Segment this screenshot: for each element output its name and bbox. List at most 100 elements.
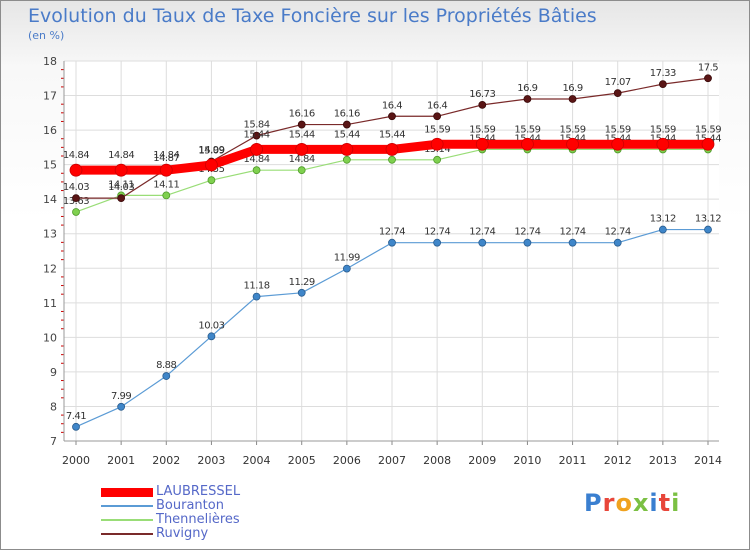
data-label: 14.87	[153, 153, 179, 164]
data-label: 15.59	[469, 124, 495, 135]
data-point	[114, 163, 128, 177]
x-tick-label: 2012	[604, 454, 632, 467]
data-point	[340, 143, 354, 156]
y-tick-label: 13	[43, 228, 57, 241]
data-label: 15.59	[605, 124, 631, 135]
data-point	[72, 194, 80, 203]
data-point	[523, 238, 532, 247]
x-tick-label: 2011	[559, 454, 587, 467]
x-tick-label: 2013	[649, 454, 677, 467]
data-point	[342, 120, 351, 129]
x-tick-label: 2010	[513, 454, 541, 467]
data-label: 16.9	[517, 83, 537, 94]
unit-label: (en %)	[28, 29, 65, 42]
data-label: 11.18	[244, 281, 270, 292]
data-point	[72, 422, 80, 431]
data-point	[297, 288, 306, 297]
data-label: 11.99	[334, 253, 360, 264]
logo-letter: t	[658, 489, 672, 517]
data-label: 17.5	[698, 62, 718, 73]
y-tick-label: 9	[50, 366, 57, 379]
data-point	[117, 402, 126, 411]
data-point	[162, 372, 171, 380]
data-point	[704, 225, 712, 234]
data-point	[69, 163, 83, 177]
data-point	[252, 166, 261, 175]
data-point	[658, 80, 667, 89]
data-label: 15.44	[289, 129, 315, 140]
data-point	[523, 95, 532, 103]
data-point	[252, 131, 261, 140]
y-tick-label: 16	[43, 124, 57, 137]
logo-letter: o	[615, 489, 633, 517]
y-tick-label: 14	[43, 193, 57, 206]
data-point	[250, 143, 263, 156]
data-label: 14.03	[108, 182, 134, 193]
x-tick-label: 2002	[152, 454, 180, 467]
x-tick-label: 2009	[468, 454, 496, 467]
data-point	[388, 112, 396, 121]
proxiti-logo: Proxiti	[584, 489, 680, 517]
data-point	[117, 194, 126, 203]
data-point	[701, 137, 715, 151]
data-label: 16.4	[382, 100, 402, 111]
data-label: 15.59	[650, 124, 676, 135]
series-laubressel: 14.84 14.84 14.84 14.99 15.44 15.44 15.44 15.44…	[63, 124, 722, 177]
data-point	[342, 264, 351, 273]
data-point	[433, 155, 442, 164]
data-label: 14.99	[198, 145, 224, 156]
data-point	[433, 112, 442, 121]
data-label: 7.41	[66, 411, 86, 422]
legend-swatch	[101, 505, 153, 507]
data-label: 15.44	[334, 129, 360, 140]
legend-swatch	[101, 487, 153, 497]
data-label: 12.74	[379, 227, 405, 238]
data-label: 12.74	[469, 227, 495, 238]
data-label: 15.09	[198, 146, 224, 157]
data-point	[297, 120, 306, 129]
data-label: 15.44	[379, 129, 405, 140]
data-label: 10.03	[198, 320, 224, 331]
data-point	[159, 163, 173, 177]
x-tick-label: 2006	[333, 454, 361, 467]
data-point	[297, 166, 306, 175]
logo-letter: r	[602, 489, 616, 517]
data-label: 14.84	[244, 154, 270, 165]
x-tick-label: 2001	[107, 454, 135, 467]
data-point	[475, 137, 489, 151]
data-label: 11.29	[289, 277, 315, 288]
y-tick-label: 15	[43, 159, 57, 172]
data-label: 15.84	[244, 120, 270, 131]
x-tick-label: 2005	[288, 454, 316, 467]
y-tick-label: 7	[50, 435, 57, 448]
data-point	[388, 155, 396, 164]
data-label: 16.73	[469, 89, 495, 100]
legend-swatch	[101, 519, 153, 521]
data-point	[566, 137, 579, 151]
data-label: 15.59	[424, 124, 450, 135]
x-tick-label: 2008	[423, 454, 451, 467]
data-point	[704, 74, 712, 83]
data-label: 17.07	[605, 77, 631, 88]
x-tick-label: 2014	[694, 454, 722, 467]
data-label: 16.16	[334, 109, 360, 120]
data-point	[478, 100, 487, 109]
logo-letter: i	[649, 489, 659, 517]
data-label: 14.11	[108, 179, 134, 190]
x-tick-label: 2004	[243, 454, 271, 467]
data-point	[162, 191, 171, 200]
series-bouranton: 7.41 7.99 8.88 10.03 11.18 11.29 11.99 12.74 12.…	[66, 214, 722, 431]
data-point	[568, 238, 577, 247]
logo-letter: i	[671, 489, 681, 517]
legend-label: Ruvigny	[156, 526, 209, 541]
data-point	[205, 158, 218, 172]
data-point	[568, 95, 577, 103]
data-point	[433, 238, 442, 247]
data-label: 14.84	[108, 150, 134, 161]
data-point	[252, 292, 261, 301]
data-label: 15.59	[695, 124, 721, 135]
data-label: 15.59	[514, 124, 540, 135]
logo-letter: P	[584, 489, 603, 517]
data-label: 12.74	[514, 227, 540, 238]
